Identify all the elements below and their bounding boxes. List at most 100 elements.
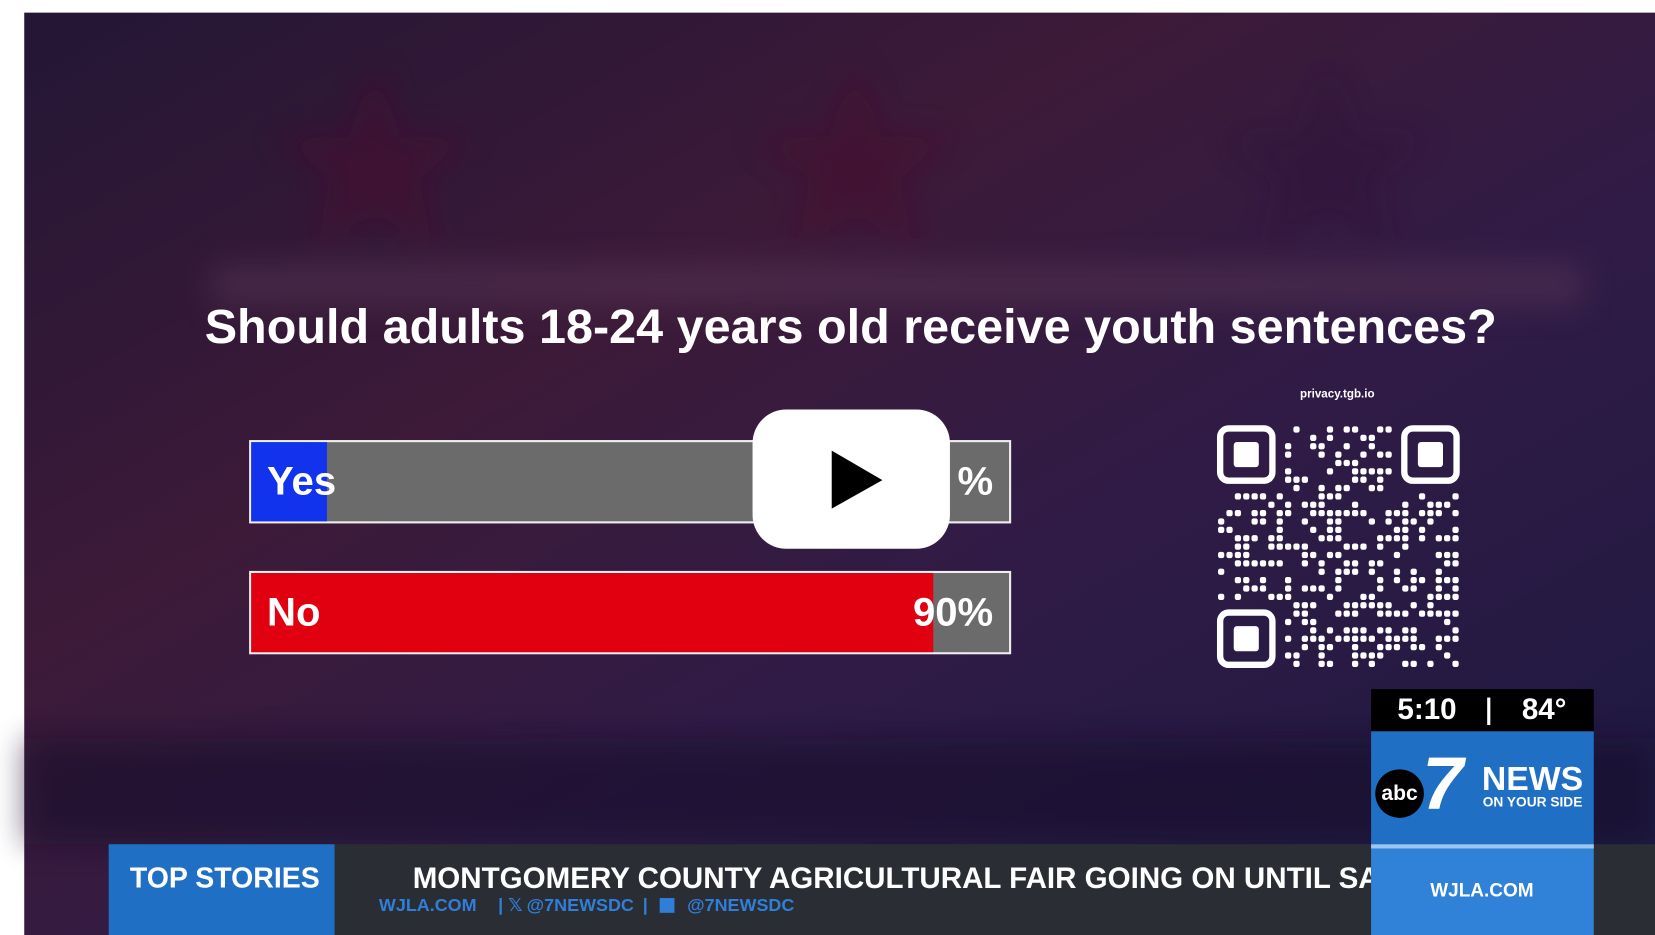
qr-module	[1369, 485, 1375, 491]
qr-module	[1402, 527, 1408, 533]
qr-module	[1218, 594, 1224, 600]
ticker-link: @7NEWSDC	[687, 895, 794, 915]
option-value: 90%	[913, 590, 993, 634]
qr-module	[1235, 535, 1241, 541]
qr-module	[1277, 535, 1283, 541]
x-icon: | 𝕏	[498, 895, 523, 915]
qr-module	[1252, 510, 1258, 516]
qr-module	[1452, 527, 1458, 533]
qr-module	[1394, 510, 1400, 516]
qr-module	[1377, 602, 1383, 608]
qr-module	[1335, 535, 1341, 541]
qr-module	[1352, 510, 1358, 516]
qr-module	[1360, 602, 1366, 608]
qr-module	[1310, 435, 1316, 441]
qr-module	[1411, 627, 1417, 633]
qr-module	[1302, 602, 1308, 608]
qr-module	[1310, 619, 1316, 625]
brand: NEWS	[1482, 760, 1583, 798]
qr-module	[1293, 485, 1299, 491]
qr-module	[1411, 602, 1417, 608]
fb-icon: |	[643, 895, 648, 915]
time: 5:10	[1397, 693, 1456, 726]
qr-module	[1293, 652, 1299, 658]
qr-module	[1302, 610, 1308, 616]
qr-module	[1344, 610, 1350, 616]
option-value: %	[958, 459, 994, 503]
qr-module	[1402, 544, 1408, 550]
qr-module	[1302, 636, 1308, 642]
qr-module	[1335, 510, 1341, 516]
qr-module	[1260, 493, 1266, 499]
qr-module	[1394, 552, 1400, 558]
qr-module	[1377, 451, 1383, 457]
qr-module	[1369, 661, 1375, 667]
qr-module	[1452, 661, 1458, 667]
qr-module	[1452, 493, 1458, 499]
qr-module	[1394, 569, 1400, 575]
qr-module	[1436, 577, 1442, 583]
qr-module	[1377, 468, 1383, 474]
qr-module	[1419, 493, 1425, 499]
qr-module	[1243, 535, 1249, 541]
qr-module	[1394, 636, 1400, 642]
qr-module	[1427, 510, 1433, 516]
qr-module	[1436, 552, 1442, 558]
qr-module	[1318, 661, 1324, 667]
qr-module	[1335, 493, 1341, 499]
qr-module	[1452, 552, 1458, 558]
ticker-link: @7NEWSDC	[527, 895, 634, 915]
qr-module	[1452, 585, 1458, 591]
divider	[1487, 698, 1490, 725]
qr-module	[1327, 661, 1333, 667]
qr-module	[1402, 636, 1408, 642]
qr-module	[1411, 518, 1417, 524]
qr-module	[1385, 644, 1391, 650]
qr-module	[1252, 585, 1258, 591]
qr-module	[1377, 544, 1383, 550]
qr-module	[1260, 585, 1266, 591]
qr-module	[1277, 510, 1283, 516]
qr-module	[1360, 510, 1366, 516]
site: WJLA.COM	[1430, 881, 1533, 902]
qr-module	[1327, 552, 1333, 558]
qr-module	[1335, 552, 1341, 558]
play-button[interactable]	[753, 409, 950, 548]
qr-module	[1302, 518, 1308, 524]
qr-module	[1268, 594, 1274, 600]
qr-module	[1402, 510, 1408, 516]
qr-module	[1285, 451, 1291, 457]
qr-module	[1302, 544, 1308, 550]
qr-module	[1235, 577, 1241, 583]
qr-module	[1352, 569, 1358, 575]
qr-module	[1419, 610, 1425, 616]
qr-module	[1243, 552, 1249, 558]
qr-module	[1344, 636, 1350, 642]
qr-module	[1402, 535, 1408, 541]
qr-module	[1260, 518, 1266, 524]
qr-caption: privacy.tgb.io	[1300, 388, 1375, 401]
qr-module	[1385, 636, 1391, 642]
qr-module	[1327, 644, 1333, 650]
qr-module	[1318, 569, 1324, 575]
qr-module	[1394, 535, 1400, 541]
qr-module	[1327, 493, 1333, 499]
qr-module	[1377, 477, 1383, 483]
qr-module	[1327, 510, 1333, 516]
qr-module	[1285, 544, 1291, 550]
qr-module	[1344, 485, 1350, 491]
qr-module	[1352, 544, 1358, 550]
poll-question: Should adults 18-24 years old receive yo…	[205, 300, 1497, 354]
qr-module	[1260, 510, 1266, 516]
qr-module	[1318, 510, 1324, 516]
qr-module	[1318, 535, 1324, 541]
qr-module	[1369, 652, 1375, 658]
qr-module	[1344, 460, 1350, 466]
qr-module	[1369, 636, 1375, 642]
qr-module	[1293, 544, 1299, 550]
qr-module	[1436, 569, 1442, 575]
qr-module	[1302, 619, 1308, 625]
qr-module	[1243, 544, 1249, 550]
qr-module	[1285, 443, 1291, 449]
qr-module	[1327, 435, 1333, 441]
